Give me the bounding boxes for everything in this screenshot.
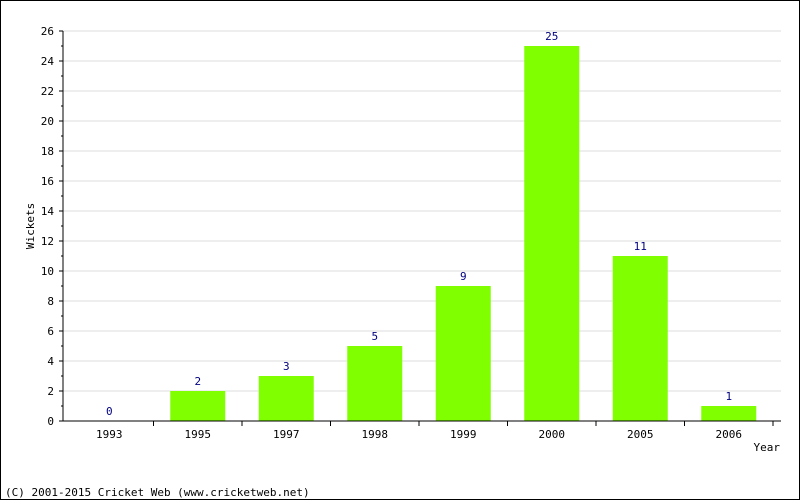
bar-2000 xyxy=(524,46,580,421)
y-tick-label: 20 xyxy=(41,115,54,128)
x-axis-label: Year xyxy=(754,441,781,454)
y-tick-label: 8 xyxy=(47,295,54,308)
x-tick-label: 2005 xyxy=(627,428,654,441)
x-tick-label: 1998 xyxy=(362,428,389,441)
bar-2005 xyxy=(612,256,668,421)
y-tick-label: 6 xyxy=(47,325,54,338)
axes xyxy=(59,30,781,426)
y-tick-label: 22 xyxy=(41,85,54,98)
y-tick-label: 0 xyxy=(47,415,54,428)
bar-1995 xyxy=(170,391,226,421)
bar-1997 xyxy=(258,376,314,421)
x-tick-label: 2006 xyxy=(716,428,743,441)
y-tick-label: 16 xyxy=(41,175,54,188)
bar-value-label: 1 xyxy=(725,390,732,403)
bar-value-label: 3 xyxy=(283,360,290,373)
x-tick-label: 1993 xyxy=(96,428,123,441)
x-tick-label: 1999 xyxy=(450,428,477,441)
y-tick-label: 2 xyxy=(47,385,54,398)
y-tick-label: 24 xyxy=(41,55,55,68)
y-tick-label: 18 xyxy=(41,145,54,158)
y-axis-label: Wickets xyxy=(24,203,37,249)
bar-value-label: 0 xyxy=(106,405,113,418)
y-tick-label: 14 xyxy=(41,205,55,218)
x-tick-label: 2000 xyxy=(539,428,566,441)
bar-2006 xyxy=(701,406,757,421)
x-tick-label: 1997 xyxy=(273,428,300,441)
bar-value-label: 11 xyxy=(634,240,647,253)
y-tick-label: 26 xyxy=(41,25,54,38)
y-tick-label: 10 xyxy=(41,265,54,278)
bar-value-label: 2 xyxy=(194,375,201,388)
grid-lines xyxy=(63,30,781,392)
y-tick-label: 12 xyxy=(41,235,54,248)
bar-value-label: 25 xyxy=(545,30,558,43)
y-tick-label: 4 xyxy=(47,355,54,368)
x-tick-label: 1995 xyxy=(185,428,212,441)
bar-value-label: 9 xyxy=(460,270,467,283)
bar-value-label: 5 xyxy=(371,330,378,343)
bar-1999 xyxy=(435,286,491,421)
copyright-footer: (C) 2001-2015 Cricket Web (www.cricketwe… xyxy=(5,486,310,499)
bar-1998 xyxy=(347,346,403,421)
bars xyxy=(170,46,757,421)
